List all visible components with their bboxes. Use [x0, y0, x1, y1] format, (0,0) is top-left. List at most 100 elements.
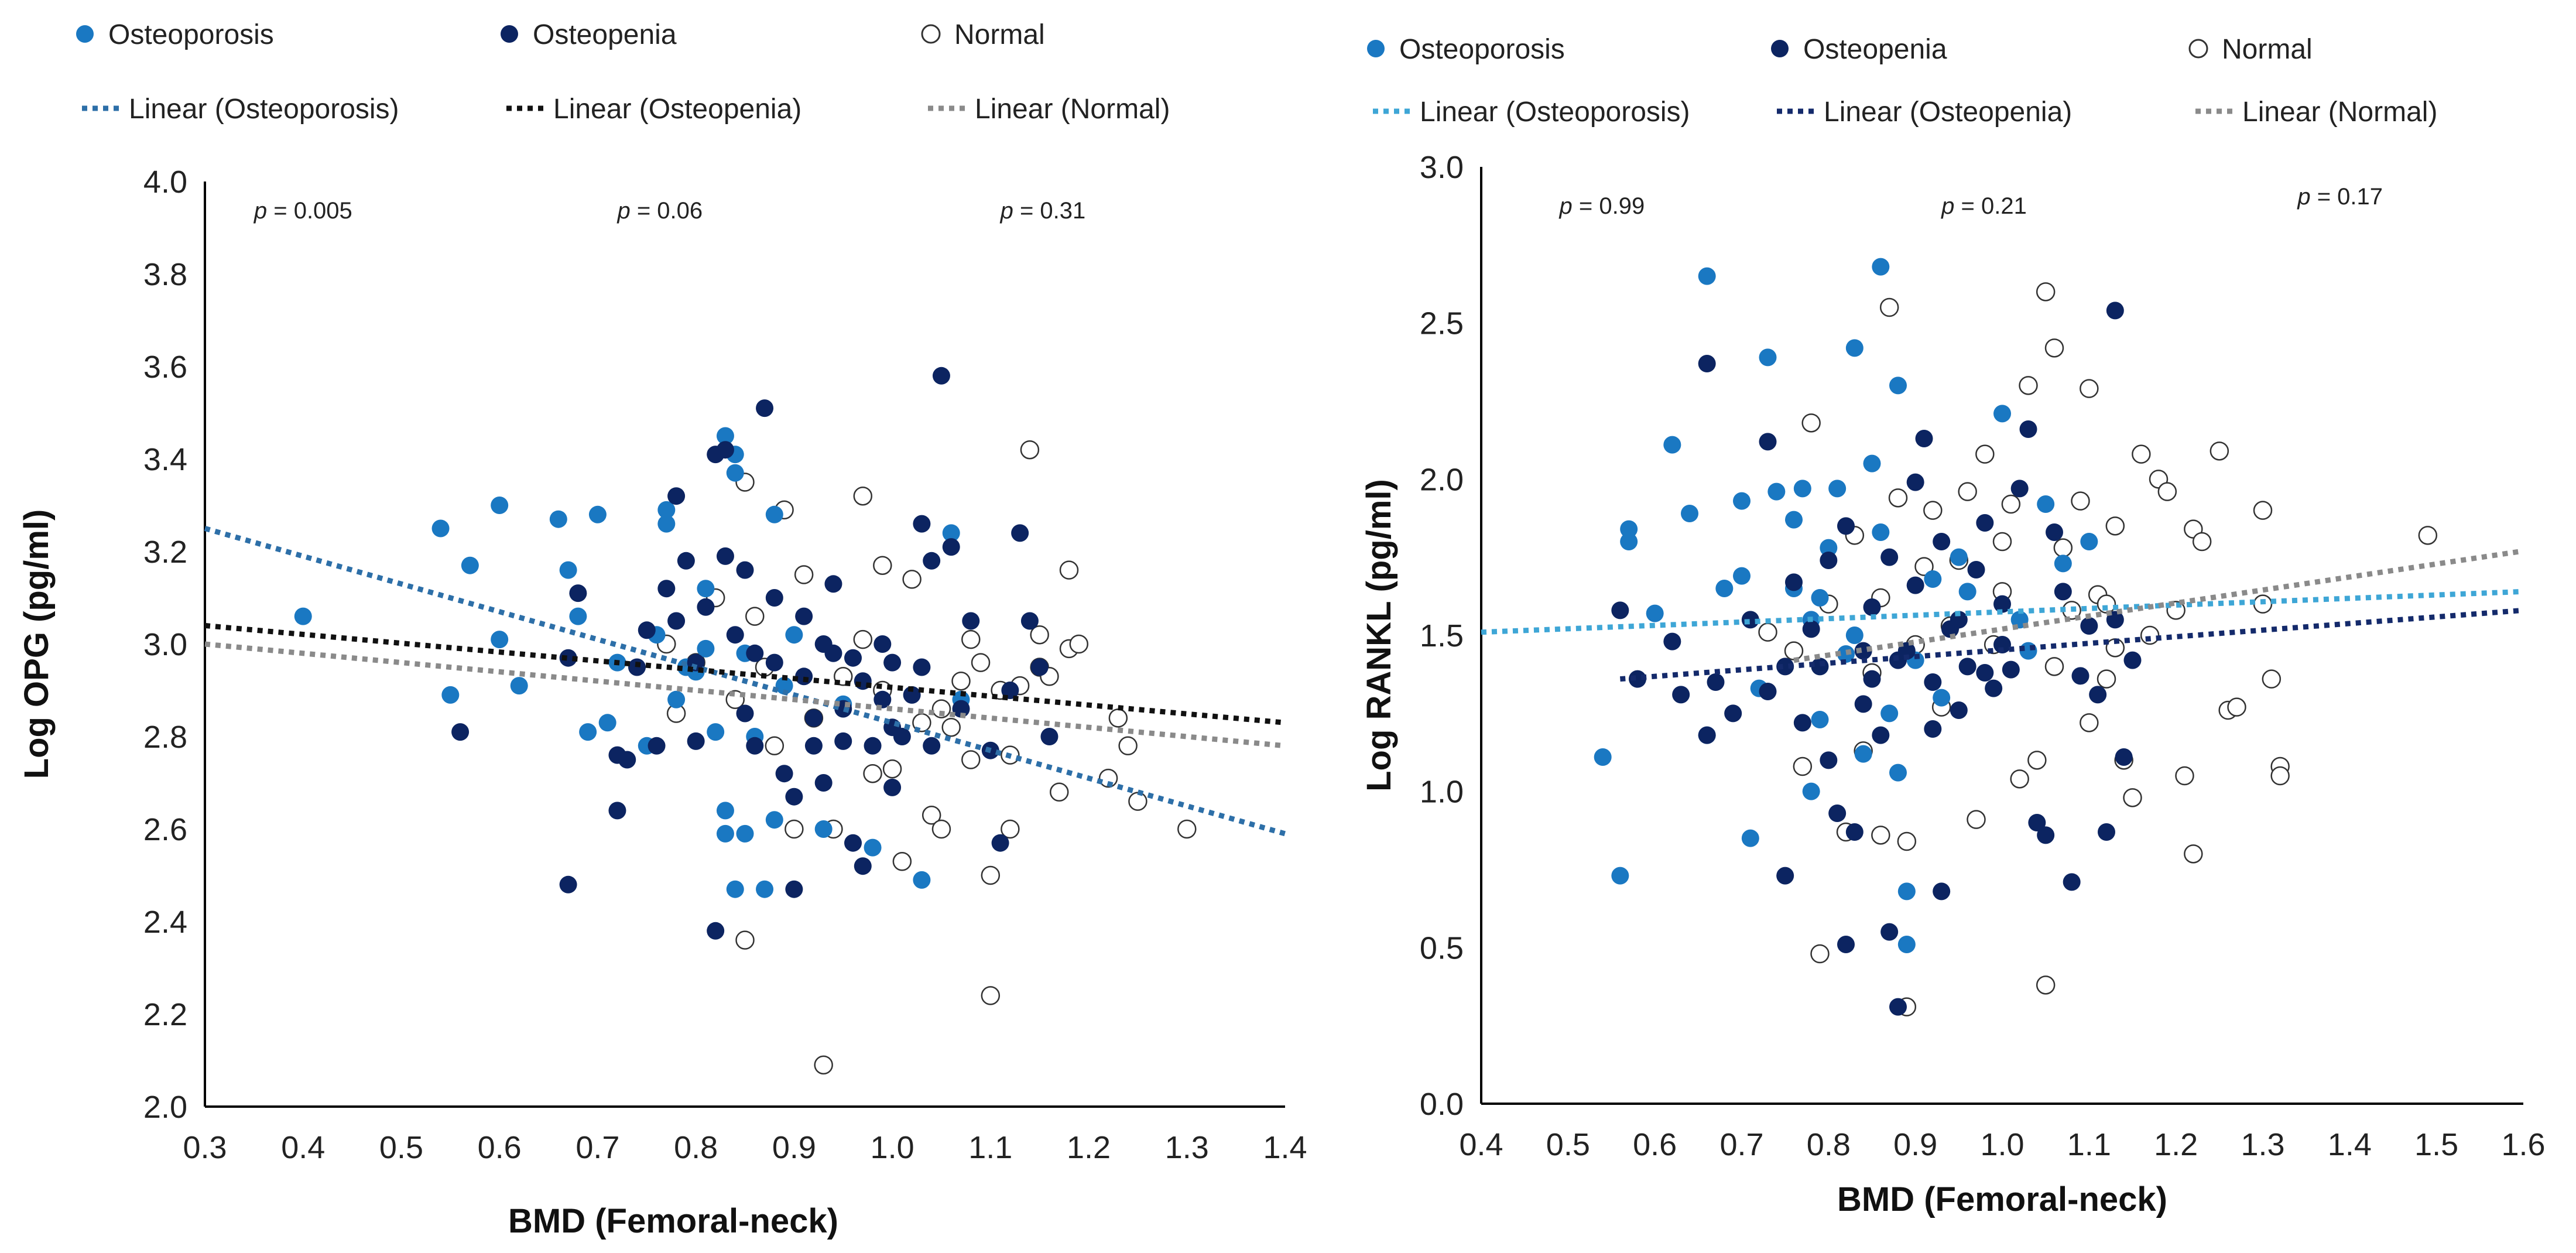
point-osteopenia — [657, 580, 676, 598]
point-osteopenia — [707, 922, 725, 940]
point-osteoporosis — [569, 607, 587, 625]
x-tick-label: 0.3 — [183, 1130, 227, 1165]
point-osteoporosis — [716, 427, 734, 445]
point-osteopenia — [1915, 430, 1933, 447]
point-osteoporosis — [1845, 339, 1864, 357]
point-osteopenia — [1906, 576, 1924, 594]
point-osteopenia — [991, 834, 1009, 852]
point-normal — [1975, 444, 1995, 464]
point-osteopenia — [785, 880, 803, 898]
legend-trend-label-0: Linear (Osteoporosis) — [129, 94, 399, 125]
point-osteopenia — [1950, 611, 1968, 629]
point-osteoporosis — [1733, 492, 1751, 510]
point-normal — [1784, 641, 1804, 660]
point-normal — [1967, 810, 1986, 829]
point-normal — [931, 699, 951, 718]
point-osteoporosis — [726, 464, 744, 482]
point-osteoporosis — [461, 556, 479, 574]
point-osteopenia — [1985, 679, 2003, 697]
point-normal — [1118, 736, 1138, 756]
point-osteopenia — [913, 515, 931, 533]
point-osteopenia — [1663, 632, 1681, 651]
point-normal — [1958, 482, 1977, 501]
chart-rankl: Osteoporosis Osteopenia Normal Linear (Oste… — [1360, 34, 2546, 1218]
point-osteoporosis — [1811, 711, 1829, 728]
point-normal — [2036, 282, 2056, 302]
point-osteopenia — [2037, 826, 2055, 844]
legend-label-osteoporosis: Osteoporosis — [1399, 34, 1565, 65]
point-osteoporosis — [1854, 745, 1872, 763]
point-normal — [1069, 634, 1089, 654]
point-osteoporosis — [1793, 480, 1811, 498]
point-osteoporosis — [1872, 258, 1890, 276]
point-normal — [1871, 826, 1890, 845]
x-tick-label: 1.4 — [2328, 1127, 2372, 1162]
y-tick-label: 0.0 — [1420, 1087, 1464, 1122]
point-normal — [2123, 788, 2142, 807]
point-osteoporosis — [756, 880, 774, 898]
point-osteopenia — [1724, 704, 1742, 723]
point-osteopenia — [736, 704, 754, 723]
point-osteopenia — [913, 658, 931, 676]
point-normal — [2253, 501, 2273, 520]
point-osteopenia — [795, 607, 813, 625]
point-osteopenia — [608, 802, 626, 820]
trendline-2 — [204, 641, 1286, 749]
point-osteopenia — [2080, 617, 2098, 635]
point-normal — [981, 986, 1001, 1005]
y-axis-title: Log OPG (pg/ml) — [18, 509, 56, 779]
point-osteoporosis — [598, 714, 616, 732]
point-normal — [765, 736, 785, 756]
point-osteopenia — [1698, 726, 1716, 744]
point-osteopenia — [2002, 660, 2020, 679]
point-osteopenia — [2123, 651, 2142, 669]
point-osteopenia — [883, 778, 902, 796]
point-osteoporosis — [1646, 604, 1664, 622]
point-osteoporosis — [441, 686, 460, 704]
point-osteopenia — [1040, 728, 1059, 745]
point-normal — [2227, 697, 2246, 717]
x-tick-label: 1.0 — [1980, 1127, 2024, 1162]
legend-marker-normal — [2188, 39, 2208, 59]
y-tick-label: 1.5 — [1420, 618, 1464, 653]
point-osteoporosis — [1681, 505, 1698, 522]
point-osteopenia — [677, 552, 695, 570]
point-osteopenia — [1880, 923, 1899, 941]
legend-trend-label-1: Linear (Osteopenia) — [1824, 97, 2072, 128]
point-normal — [1108, 708, 1128, 728]
point-osteopenia — [746, 644, 764, 662]
point-osteopenia — [2063, 873, 2081, 891]
p-value-annotation: p = 0.005 — [254, 198, 352, 224]
point-osteopenia — [756, 399, 774, 417]
x-tick-label: 0.7 — [576, 1130, 619, 1165]
legend-label-osteopenia: Osteopenia — [1803, 34, 1947, 65]
point-osteoporosis — [1663, 436, 1681, 454]
x-tick-label: 0.5 — [379, 1130, 423, 1165]
y-axis-title: Log RANKL (pg/ml) — [1360, 479, 1398, 792]
y-tick-label: 0.5 — [1420, 930, 1464, 966]
point-osteopenia — [1793, 714, 1811, 732]
y-tick-label: 2.0 — [143, 1090, 187, 1125]
point-osteopenia — [1785, 573, 1803, 591]
point-osteopenia — [1802, 620, 1820, 638]
point-osteoporosis — [491, 631, 509, 649]
point-normal — [1793, 756, 1813, 776]
point-osteopenia — [1889, 998, 1907, 1016]
point-normal — [892, 852, 912, 871]
point-osteoporosis — [1785, 511, 1803, 529]
point-osteopenia — [1863, 670, 1881, 688]
point-normal — [2184, 844, 2203, 864]
y-tick-label: 3.8 — [143, 257, 187, 292]
point-osteoporosis — [1845, 626, 1864, 644]
x-tick-label: 1.2 — [1067, 1130, 1111, 1165]
point-osteopenia — [2098, 823, 2115, 841]
legend-trend-label-2: Linear (Normal) — [975, 94, 1170, 125]
point-osteopenia — [1698, 355, 1716, 372]
point-normal — [1001, 819, 1020, 839]
point-normal — [2080, 713, 2099, 732]
point-normal — [2044, 657, 2064, 676]
y-tick-label: 2.2 — [143, 997, 187, 1032]
p-value-text: = 0.17 — [2311, 184, 2383, 210]
point-osteopenia — [1993, 636, 2011, 653]
p-symbol: p — [1941, 193, 1954, 219]
